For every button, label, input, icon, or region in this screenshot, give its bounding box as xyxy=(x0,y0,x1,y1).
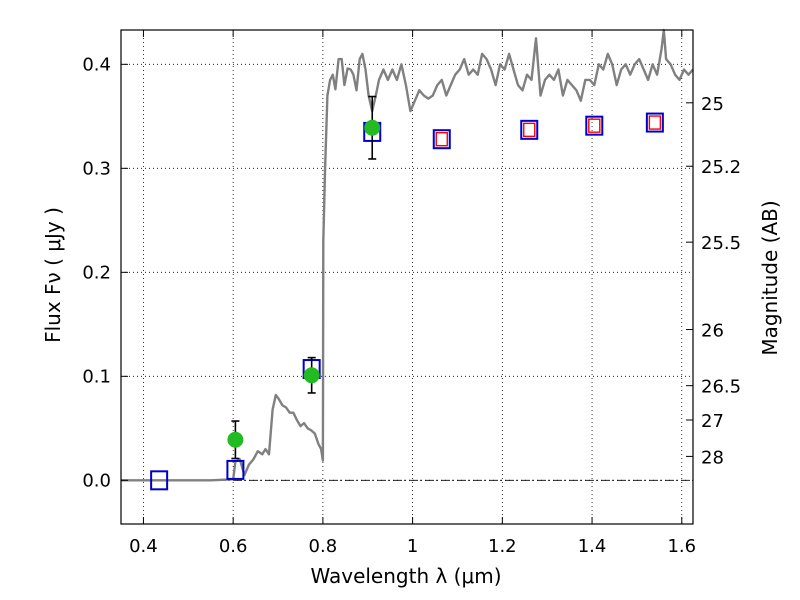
spectrum-line xyxy=(121,28,694,482)
x-tick-label: 1 xyxy=(407,536,418,557)
model-series xyxy=(150,112,664,491)
mag-tick-label: 25.5 xyxy=(701,233,741,254)
model-box-inner xyxy=(588,118,601,133)
model-box-inner xyxy=(648,115,662,130)
y-tick-label: 0.0 xyxy=(82,470,111,491)
model-box-inner xyxy=(435,131,448,147)
y-axis-ticks: 0.0 0.1 0.2 0.3 0.4 xyxy=(82,54,128,491)
x-tick-label: 0.4 xyxy=(129,536,158,557)
spectrum-series xyxy=(121,28,694,482)
mag-tick-label: 25.2 xyxy=(701,157,741,178)
model-box-inner xyxy=(523,122,536,138)
observed-point xyxy=(303,367,320,384)
y-tick-label: 0.3 xyxy=(82,158,111,179)
y-axis-right-label: Magnitude (AB) xyxy=(758,200,782,355)
mag-tick-label: 26 xyxy=(701,321,724,342)
x-tick-label: 1.2 xyxy=(488,536,517,557)
mag-tick-label: 25 xyxy=(701,94,724,115)
observed-series xyxy=(227,95,381,460)
mag-tick-label: 26.5 xyxy=(701,377,741,398)
model-box xyxy=(432,129,451,150)
x-tick-label: 1.4 xyxy=(578,536,607,557)
x-tick-label: 0.8 xyxy=(309,536,338,557)
y-tick-label: 0.2 xyxy=(82,262,111,283)
y-axis-label: Flux Fν ( μJy ) xyxy=(41,207,65,343)
y-tick-label: 0.4 xyxy=(82,54,111,75)
plot-frame xyxy=(120,29,694,525)
x-tick-label: 0.6 xyxy=(219,536,248,557)
model-box xyxy=(226,459,245,480)
model-box xyxy=(520,119,539,140)
mag-tick-label: 28 xyxy=(701,447,724,468)
model-box xyxy=(645,112,664,133)
model-box xyxy=(585,115,604,136)
x-axis-ticks: 0.4 0.6 0.8 1 1.2 1.4 1.6 xyxy=(129,30,696,557)
model-box xyxy=(150,470,169,491)
axes-frame xyxy=(120,29,694,525)
x-axis-label: Wavelength λ (μm) xyxy=(310,564,501,588)
y-tick-label: 0.1 xyxy=(82,366,111,387)
magnitude-axis-ticks: 25 25.2 25.5 26 26.5 27 28 xyxy=(686,94,741,468)
x-tick-label: 1.6 xyxy=(667,536,696,557)
observed-point xyxy=(227,431,244,448)
observed-point xyxy=(364,119,381,136)
mag-tick-label: 27 xyxy=(701,411,724,432)
